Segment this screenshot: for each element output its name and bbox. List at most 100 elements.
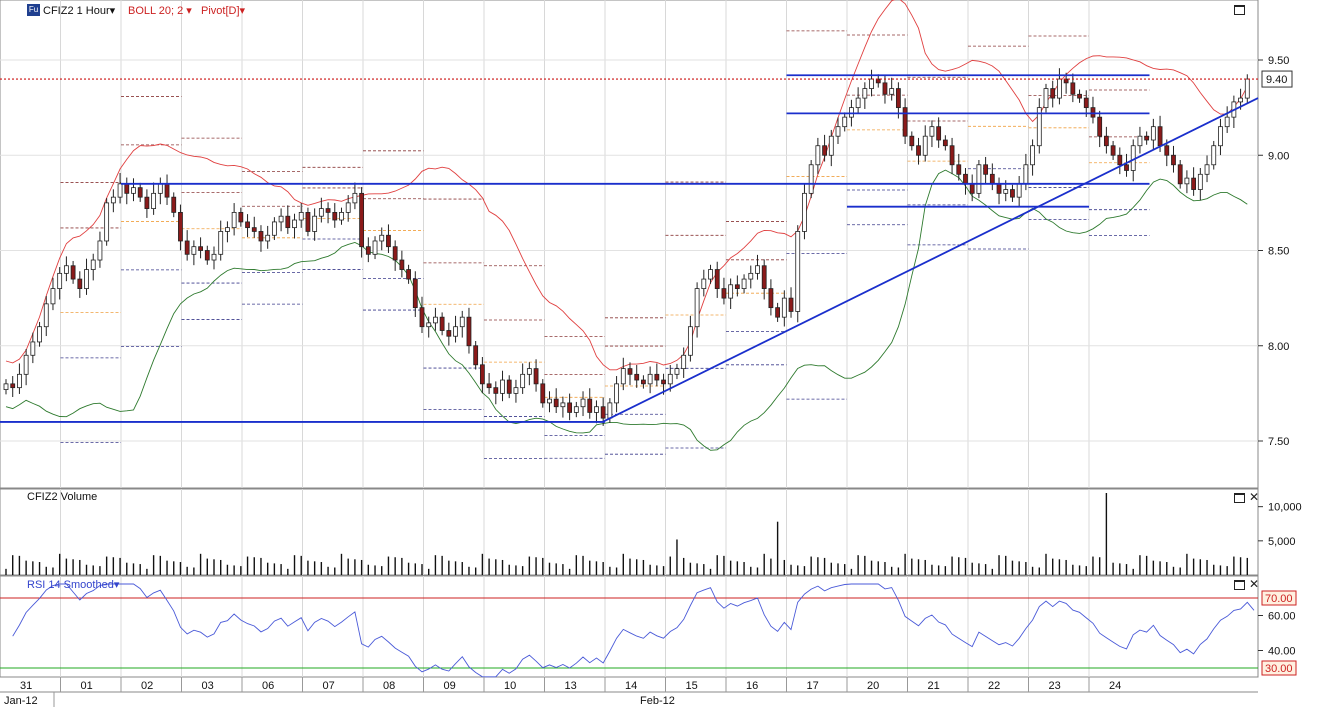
candle-up: [97, 240, 103, 261]
rsi-level-label: 70.00: [1265, 593, 1293, 605]
bollinger-indicator-label[interactable]: BOLL 20; 2 ▾: [128, 5, 192, 17]
date-label: 15: [686, 680, 698, 692]
candle: [916, 137, 921, 165]
candle: [372, 236, 378, 260]
volume-maximize-button[interactable]: [1234, 493, 1245, 503]
candle-up: [30, 341, 36, 356]
candle: [1117, 147, 1123, 175]
candle: [258, 225, 264, 252]
candle: [714, 261, 720, 298]
candle: [271, 217, 277, 241]
candle: [775, 302, 781, 322]
symbol-badge: Fu: [27, 4, 40, 16]
candle: [781, 290, 787, 327]
date-label: 03: [202, 680, 214, 692]
candle-up: [84, 269, 89, 289]
candle-down: [627, 368, 633, 375]
candle-up: [1016, 183, 1022, 198]
volume-panel-title: CFIZ2 Volume: [27, 491, 98, 503]
candle-up: [526, 368, 532, 375]
candle: [802, 184, 807, 240]
candle-up: [225, 227, 230, 232]
candle: [540, 379, 546, 408]
candle-down: [1103, 135, 1109, 147]
candle-up: [90, 259, 96, 270]
candle-up: [37, 326, 42, 343]
candle-up: [23, 354, 29, 375]
candle-down: [1117, 154, 1123, 166]
symbol-label[interactable]: CFIZ2 1 Hour▾: [43, 5, 116, 17]
candle-down: [359, 192, 365, 248]
candle: [1137, 126, 1143, 154]
candle-up: [500, 379, 505, 394]
candle: [708, 264, 713, 284]
rsi-tick-label: 40.00: [1268, 646, 1296, 658]
candle: [614, 376, 619, 413]
candle-up: [318, 208, 324, 217]
candle: [1097, 110, 1103, 148]
candle: [795, 225, 801, 323]
candle-up: [922, 135, 928, 156]
candle: [594, 400, 599, 424]
candle-up: [755, 265, 760, 274]
candle-down: [479, 364, 485, 385]
candle-up: [218, 231, 224, 255]
candle: [285, 205, 291, 234]
candle-up: [607, 402, 613, 419]
candle-up: [520, 373, 526, 389]
candle: [869, 69, 874, 97]
candle: [131, 178, 136, 202]
candle-down: [1177, 164, 1183, 185]
candle: [520, 363, 526, 394]
candle-down: [963, 173, 968, 185]
volume-close-button[interactable]: ✕: [1249, 490, 1260, 504]
rsi-close-button[interactable]: ✕: [1249, 577, 1260, 591]
candle-down: [661, 379, 666, 385]
candle-up: [352, 192, 358, 204]
candle: [359, 187, 365, 258]
candle: [1218, 118, 1223, 156]
candle: [573, 401, 579, 418]
candle-up: [1224, 116, 1230, 128]
candle: [406, 264, 411, 284]
candle-up: [278, 215, 284, 223]
candle: [332, 203, 338, 228]
candle: [922, 125, 928, 162]
candle-up: [728, 284, 734, 299]
pivot-indicator-label[interactable]: Pivot[D]▾: [201, 5, 246, 17]
candle-down: [788, 297, 794, 312]
candle-up: [104, 202, 110, 242]
candle-down: [714, 269, 720, 289]
candle: [1171, 145, 1176, 173]
candle-up: [560, 402, 566, 408]
candle: [23, 348, 29, 386]
rsi-maximize-button[interactable]: [1234, 580, 1245, 590]
candle-down: [164, 183, 170, 198]
date-label: 14: [625, 680, 637, 692]
candle: [191, 240, 197, 266]
candle: [231, 203, 237, 236]
candle: [788, 287, 794, 318]
candle-up: [862, 88, 868, 99]
candle-down: [916, 145, 921, 156]
candle-down: [439, 316, 445, 331]
price-maximize-button[interactable]: [1234, 5, 1245, 15]
date-label: 31: [20, 680, 32, 692]
rsi-panel-title[interactable]: RSI 14 Smoothed▾: [27, 579, 120, 591]
date-label: 07: [323, 680, 335, 692]
candle-down: [1010, 189, 1015, 198]
candle-down: [305, 211, 311, 232]
candle: [493, 381, 499, 405]
candle-up: [271, 221, 277, 236]
candle-down: [245, 221, 250, 229]
candle: [929, 120, 935, 148]
candle-down: [1083, 97, 1089, 109]
candle-down: [399, 259, 405, 270]
candle-down: [949, 145, 955, 166]
candle-down: [124, 183, 130, 194]
candle: [855, 87, 861, 114]
candle-down: [332, 211, 338, 221]
candle-down: [1110, 145, 1116, 156]
panel-frame: [0, 488, 1259, 576]
